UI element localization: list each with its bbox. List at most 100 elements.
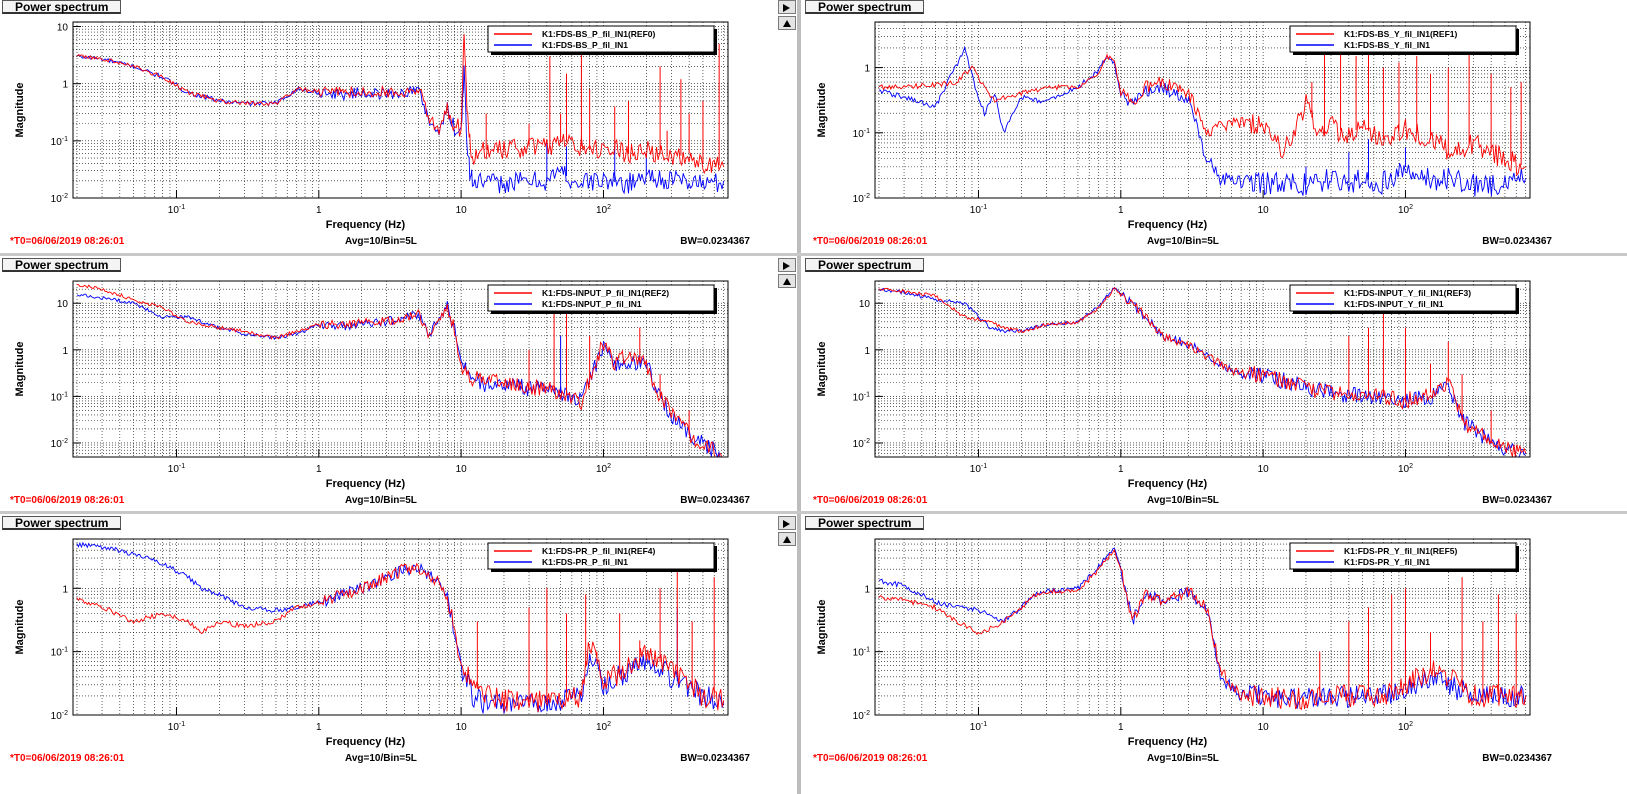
spectrum-panel-input-yaw: Power spectrum 10-2 10-1 1 10 10-1 1 10 102 Freq… [803,258,1627,510]
next-page-button[interactable] [778,258,796,272]
panel-title[interactable]: Power spectrum [805,516,925,530]
t0-timestamp: *T0=06/06/2019 08:26:01 [813,236,928,247]
series-group [878,36,1527,197]
t0-timestamp: *T0=06/06/2019 08:26:01 [10,753,125,764]
next-page-button[interactable] [778,516,796,530]
plot-frame [72,280,729,458]
legend-entry: K1:FDS-INPUT_Y_fil_IN1 [1344,299,1444,309]
y-tick-label: 10-1 [51,391,68,403]
y-tick-label: 10 [57,23,69,34]
plot-area: 10-2 10-1 1 10-1 1 10 102 Frequency (Hz) Magnitu… [10,538,750,764]
panel-title[interactable]: Power spectrum [2,0,122,14]
legend-entry: K1:FDS-PR_P_fil_IN1(REF4) [542,546,656,556]
x-tick-label: 10 [456,464,468,475]
legend-entry: K1:FDS-PR_Y_fil_IN1(REF5) [1344,546,1458,556]
legend-box [487,542,715,570]
t0-timestamp: *T0=06/06/2019 08:26:01 [10,236,125,247]
y-tick-label: 10 [859,299,871,310]
panel-title[interactable]: Power spectrum [805,258,925,272]
plot-frame [72,21,729,199]
spectrum-panel-pr-yaw: Power spectrum 10-2 10-1 1 10-1 1 10 102 Freque… [803,516,1627,794]
legend-box [1289,542,1517,570]
legend-entry: K1:FDS-BS_P_fil_IN1 [542,40,628,50]
power-spectrum-plot[interactable]: 10-2 10-1 1 10 10-1 1 10 102 Frequency (Hz) Magni… [803,258,1627,510]
spectrum-panel-pr-pitch: Power spectrum 10-2 10-1 1 10-1 1 10 102 Freque… [0,516,766,794]
y-tick-label: 1 [864,584,870,595]
panel-title[interactable]: Power spectrum [2,258,122,272]
x-axis-label: Frequency (Hz) [1128,736,1208,748]
y-tick-label: 1 [62,584,68,595]
series-line [878,548,1527,710]
t0-timestamp: *T0=06/06/2019 08:26:01 [813,753,928,764]
y-tick-label: 1 [62,80,68,91]
play-right-icon [783,4,790,12]
plot-area: 10-2 10-1 1 10-1 1 10 102 Frequency (Hz) Magnitu… [813,21,1552,247]
plot-area: 10-2 10-1 1 10 10-1 1 10 102 Frequency (Hz) Magni… [10,280,750,506]
spectrum-panel-bs-pitch: Power spectrum 10-2 10-1 1 10 10-1 1 10 102 Freq… [0,0,766,252]
y-tick-label: 10-2 [51,438,68,450]
y-tick-label: 10-1 [853,391,870,403]
vertical-divider [797,0,801,794]
y-tick-label: 10-1 [51,647,68,659]
y-tick-label: 10-1 [853,647,870,659]
y-axis-label: Magnitude [816,600,828,655]
play-right-icon [783,262,790,270]
y-tick-label: 10-1 [853,128,870,140]
bandwidth-info: BW=0.0234367 [680,753,750,764]
spectrum-panel-input-pitch: Power spectrum 10-2 10-1 1 10 10-1 1 10 102 Freq… [0,258,766,510]
series-group [76,33,725,195]
series-line [76,562,725,713]
x-tick-label: 10-1 [168,463,185,475]
panel-title[interactable]: Power spectrum [2,516,122,530]
x-tick-label: 10-1 [970,721,987,733]
power-spectrum-plot[interactable]: 10-2 10-1 1 10-1 1 10 102 Frequency (Hz) Magnitu… [0,516,766,794]
x-tick-label: 10 [456,722,468,733]
averaging-info: Avg=10/Bin=5L [1147,236,1219,247]
scroll-up-button[interactable] [778,16,796,30]
series-line [878,53,1526,177]
plot-frame [874,21,1531,199]
power-spectrum-plot[interactable]: 10-2 10-1 1 10-1 1 10 102 Frequency (Hz) Magnitu… [803,516,1627,794]
legend-entry: K1:FDS-INPUT_P_fil_IN1(REF2) [542,288,669,298]
scroll-up-button[interactable] [778,274,796,288]
x-axis-label: Frequency (Hz) [326,219,406,231]
plot-area: 10-2 10-1 1 10-1 1 10 102 Frequency (Hz) Magnitu… [813,538,1552,764]
averaging-info: Avg=10/Bin=5L [1147,495,1219,506]
bandwidth-info: BW=0.0234367 [1482,236,1552,247]
arrow-up-icon [783,278,791,285]
x-tick-label: 10-1 [970,204,987,216]
series-line [76,33,725,175]
x-tick-label: 1 [1118,722,1124,733]
series-line [76,541,725,714]
averaging-info: Avg=10/Bin=5L [345,236,417,247]
legend-entry: K1:FDS-PR_Y_fil_IN1 [1344,557,1430,567]
next-page-button[interactable] [778,0,796,14]
panel-title[interactable]: Power spectrum [805,0,925,14]
series-line [76,293,724,457]
legend: K1:FDS-BS_P_fil_IN1(REF0)K1:FDS-BS_P_fil… [487,25,717,55]
t0-timestamp: *T0=06/06/2019 08:26:01 [813,495,928,506]
legend: K1:FDS-INPUT_Y_fil_IN1(REF3)K1:FDS-INPUT… [1289,284,1519,314]
power-spectrum-plot[interactable]: 10-2 10-1 1 10 10-1 1 10 102 Frequency (Hz) Magni… [0,0,766,252]
y-tick-label: 10-2 [51,193,68,205]
x-tick-label: 1 [316,722,322,733]
grid-lines [73,539,728,715]
y-axis-label: Magnitude [14,342,26,397]
x-tick-label: 1 [316,205,322,216]
x-tick-label: 102 [1398,463,1413,475]
x-axis-label: Frequency (Hz) [326,478,406,490]
scroll-up-button[interactable] [778,532,796,546]
grid-lines [73,22,728,198]
power-spectrum-plot[interactable]: 10-2 10-1 1 10-1 1 10 102 Frequency (Hz) Magnitu… [803,0,1627,252]
y-axis-label: Magnitude [14,600,26,655]
series-line [878,45,1527,197]
series-line [76,54,725,195]
series-group [76,283,724,457]
x-tick-label: 10 [456,205,468,216]
legend: K1:FDS-PR_P_fil_IN1(REF4)K1:FDS-PR_P_fil… [487,542,717,572]
x-tick-label: 102 [1398,204,1413,216]
series-line [878,286,1527,457]
x-tick-label: 10 [1258,464,1270,475]
power-spectrum-plot[interactable]: 10-2 10-1 1 10 10-1 1 10 102 Frequency (Hz) Magni… [0,258,766,510]
legend: K1:FDS-PR_Y_fil_IN1(REF5)K1:FDS-PR_Y_fil… [1289,542,1519,572]
